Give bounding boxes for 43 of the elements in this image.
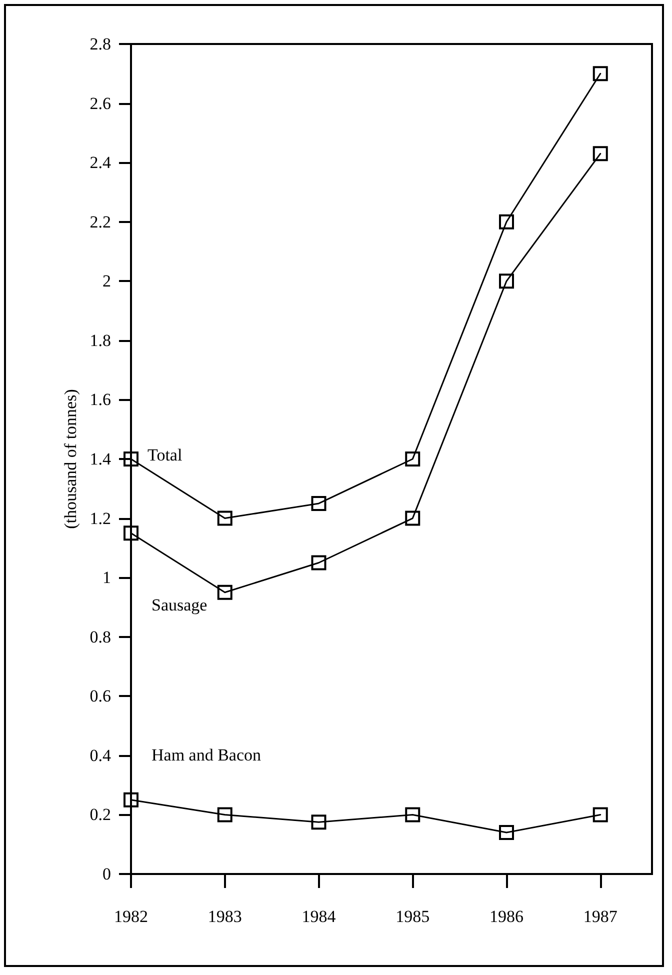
y-tick-label: 0.6 xyxy=(90,686,111,706)
point xyxy=(217,807,232,822)
x-tick-label: 1984 xyxy=(302,907,336,926)
x-tick-label: 1986 xyxy=(489,907,524,926)
y-tick-label: 0 xyxy=(102,864,111,884)
point xyxy=(405,452,420,466)
x-tick-label: 1983 xyxy=(208,907,242,926)
x-tick-label: 1985 xyxy=(396,907,430,926)
point xyxy=(311,496,326,511)
y-tick-label: 2.8 xyxy=(90,34,111,54)
point xyxy=(124,792,138,808)
y-tick-label: 1.4 xyxy=(90,450,112,468)
point xyxy=(498,825,514,840)
x-tick-label: 1987 xyxy=(583,907,618,926)
point xyxy=(217,510,232,526)
point xyxy=(311,555,326,570)
y-axis-title: (thousand of tonnes) xyxy=(60,389,80,529)
y-tick-label: 0.2 xyxy=(90,805,111,824)
point xyxy=(124,452,138,466)
y-tick-label: 2 xyxy=(102,272,111,291)
point xyxy=(124,526,138,541)
x-tick-label: 1982 xyxy=(114,907,148,926)
y-tick-label: 2.2 xyxy=(90,212,111,232)
y-tick-label: 1.2 xyxy=(90,508,111,528)
point xyxy=(405,510,420,526)
y-tick-label: 1.6 xyxy=(90,390,111,410)
point xyxy=(217,584,232,600)
y-tick-label: 1.8 xyxy=(90,330,111,350)
y-tick-label: 0.4 xyxy=(90,746,112,765)
y-tick-label: 2.6 xyxy=(90,94,111,113)
y-tick-label: 0.8 xyxy=(90,627,111,646)
point xyxy=(498,274,514,289)
series-label: Ham and Bacon xyxy=(152,745,262,764)
series-label: Total xyxy=(148,446,182,464)
point xyxy=(405,807,420,822)
y-tick-label: 1 xyxy=(102,568,111,588)
series-label: Sausage xyxy=(152,596,208,615)
point xyxy=(498,214,514,230)
point xyxy=(592,807,608,822)
point xyxy=(311,814,326,830)
y-tick-label: 2.4 xyxy=(90,153,112,172)
point xyxy=(592,66,608,82)
point xyxy=(592,146,608,162)
